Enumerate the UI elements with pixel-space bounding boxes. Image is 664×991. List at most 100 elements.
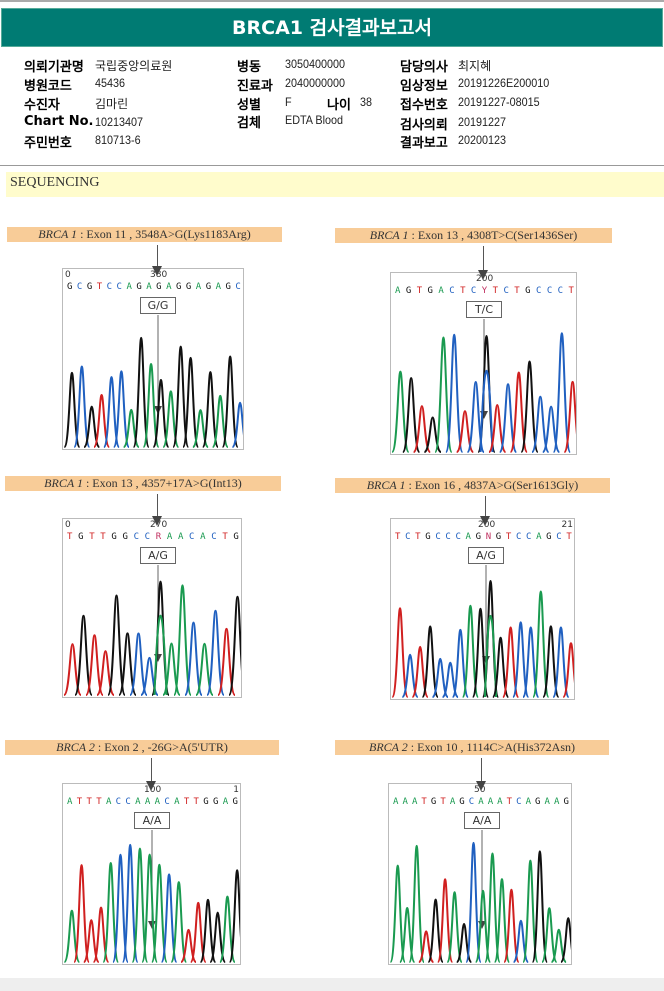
electropherogram: 50 A A A T G T A G C A A A T C A G A A G A/A	[388, 783, 572, 965]
value-patient: 김마린	[95, 97, 129, 111]
trace-peak-C	[112, 370, 130, 448]
electropherogram: 200 A G T G A C T C Y T C T G C C C T T/C	[390, 272, 577, 455]
trace-peak-G	[228, 869, 240, 963]
trace-plot	[391, 319, 576, 453]
base-call: T	[416, 286, 423, 296]
electropherogram: 200 21 T C T G C C C A G N G T C C A G C T A/G	[390, 518, 575, 700]
base-call: G	[475, 532, 482, 542]
base-call: A	[402, 797, 408, 807]
base-call: G	[203, 797, 209, 807]
base-call: G	[430, 797, 437, 807]
trace-peak-C	[431, 657, 449, 698]
base-call: A	[487, 797, 494, 807]
trace-peak-T	[503, 888, 520, 963]
trace-peak-T	[189, 901, 207, 963]
label: 의뢰기관명	[24, 60, 84, 75]
base-call: A	[478, 797, 484, 807]
gene-name: BRCA 1	[44, 476, 83, 490]
report-title: BRCA1 검사결과보고서	[1, 8, 663, 47]
trace-peak-T	[509, 371, 529, 453]
base-call: C	[526, 532, 532, 542]
start-position: 0	[65, 270, 71, 280]
base-call: G	[175, 282, 182, 292]
trace-peak-T	[391, 607, 409, 698]
base-call: G	[525, 286, 531, 296]
trace-peak-C	[465, 841, 482, 963]
label: 성별	[237, 98, 261, 113]
pointer-arrow-icon	[152, 516, 162, 526]
end-position: 21	[561, 520, 573, 530]
base-call: T	[183, 797, 190, 807]
base-call: T	[222, 532, 228, 542]
base-call: C	[133, 532, 139, 542]
genotype-box: G/G	[140, 297, 176, 314]
value-report-date: 20200123	[458, 133, 507, 147]
trace-peak-G	[531, 850, 549, 963]
trace-peak-T	[562, 642, 574, 698]
trace-peak-G	[63, 371, 81, 448]
base-call: G	[563, 797, 569, 807]
value-resident-no: 810713-6	[95, 133, 141, 147]
pointer-line	[483, 246, 484, 280]
trace-peak-C	[552, 626, 570, 698]
value-age: 38	[360, 95, 373, 109]
trace-peak-C	[129, 632, 148, 696]
trace-plot	[389, 830, 571, 963]
base-call: A	[536, 532, 542, 542]
trace-peak-C	[451, 628, 470, 698]
pointer-arrow-icon	[146, 781, 156, 791]
trace-peak-C	[511, 621, 530, 698]
base-call: A	[393, 797, 399, 807]
base-call: A	[411, 797, 418, 807]
start-position: 0	[65, 520, 71, 530]
base-call: A	[177, 532, 184, 542]
base-call: A	[438, 286, 444, 296]
value-sex: F	[285, 95, 292, 109]
base-call: A	[154, 797, 161, 807]
base-call: C	[557, 286, 564, 296]
base-call: T	[568, 286, 574, 296]
base-call: T	[96, 282, 103, 292]
trace-peak-T	[563, 380, 576, 453]
base-call: C	[435, 532, 441, 542]
base-call: G	[232, 797, 238, 807]
trace-peak-het	[479, 370, 494, 453]
base-call: C	[516, 797, 522, 807]
trace-plot	[63, 315, 243, 448]
base-call: C	[449, 286, 455, 296]
trace-peak-A	[141, 853, 159, 963]
genotype-box: A/G	[140, 547, 176, 564]
variant-label: BRCA 1 : Exon 13 , 4308T>C(Ser1436Ser)	[335, 228, 612, 243]
trace-peak-G	[559, 917, 571, 963]
base-call: A	[166, 532, 173, 542]
trace-peak-C	[498, 383, 518, 453]
trace-peak-C	[231, 401, 243, 448]
base-call: C	[455, 532, 461, 542]
trace-peak-A	[131, 847, 149, 963]
trace-peak-A	[142, 362, 160, 448]
value-clinical-info: 20191226E200010	[458, 76, 550, 90]
trace-peak-het	[483, 615, 498, 698]
label: 검체	[237, 116, 261, 131]
gene-name: BRCA 2	[369, 740, 408, 754]
base-call: G	[122, 532, 128, 542]
value-chart-no: 10213407	[95, 115, 144, 129]
base-call: T	[86, 797, 92, 807]
label: Chart No.	[24, 114, 94, 129]
label: 진료과	[237, 79, 273, 94]
trace-peak-A	[170, 881, 188, 963]
trace-peak-C	[160, 873, 178, 963]
base-call: C	[115, 797, 122, 807]
trace-peak-A	[102, 862, 120, 963]
base-call: A	[126, 282, 132, 292]
trace-peak-A	[391, 370, 410, 453]
pointer-line	[157, 494, 158, 526]
trace-peak-A	[493, 878, 511, 963]
trace-peak-C	[206, 609, 225, 696]
base-call: C	[546, 286, 553, 296]
label: 접수번호	[400, 98, 448, 113]
bottom-bar	[0, 978, 664, 991]
